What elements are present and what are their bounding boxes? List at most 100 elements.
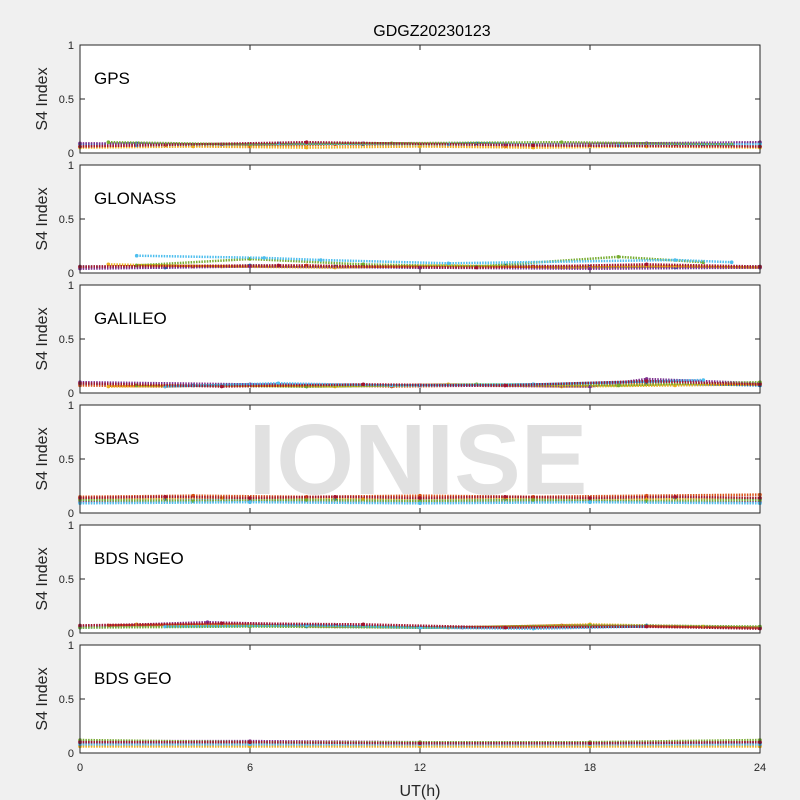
panel-label: SBAS — [94, 429, 139, 448]
data-point — [304, 140, 309, 144]
data-series — [136, 255, 704, 268]
y-axis-label: S4 Index — [34, 427, 51, 490]
y-tick-label: 0 — [68, 628, 74, 640]
data-point — [474, 265, 479, 270]
panel-sbas: 0 0.5 1 SBAS S4 Index — [34, 400, 762, 520]
data-point — [304, 498, 309, 502]
data-point — [673, 258, 677, 262]
data-point — [616, 383, 621, 388]
x-tick-label: 0 — [77, 762, 83, 774]
data-point — [503, 625, 507, 630]
data-point — [205, 620, 210, 624]
plot-area — [80, 525, 760, 633]
data-point — [219, 384, 224, 389]
plot-area — [80, 45, 760, 153]
panel-bds-ngeo: 0 0.5 1 BDS NGEO S4 Index — [34, 520, 762, 640]
axes-box — [79, 44, 761, 154]
y-tick-label: 0 — [68, 268, 74, 280]
data-point — [276, 263, 281, 268]
y-axis-label: S4 Index — [34, 67, 51, 130]
y-axis-label: S4 Index — [34, 307, 51, 370]
data-point — [163, 624, 167, 629]
data-series — [79, 379, 761, 388]
y-tick-label: 0 — [68, 748, 74, 760]
data-point — [248, 740, 252, 744]
y-tick-label: 1 — [68, 520, 74, 532]
y-tick-label: 0.5 — [59, 694, 74, 706]
data-point — [588, 741, 592, 746]
y-tick-label: 1 — [68, 280, 74, 292]
data-point — [503, 495, 507, 499]
y-axis-label: S4 Index — [34, 187, 51, 250]
data-point — [319, 258, 323, 262]
x-axis-label: UT(h) — [400, 783, 441, 800]
data-point — [531, 143, 536, 148]
data-point — [163, 495, 167, 499]
data-point — [588, 496, 592, 500]
data-point — [729, 260, 734, 265]
x-tick-label: 6 — [247, 762, 253, 774]
y-axis-label: S4 Index — [34, 547, 51, 610]
panels: 0 0.5 1 GPS S4 Index 0 0.5 1 GLONASS S4 Index 0 0.5… — [34, 40, 766, 774]
panel-label: GALILEO — [94, 309, 167, 328]
data-point — [262, 256, 266, 260]
y-tick-label: 0.5 — [59, 454, 74, 466]
y-tick-label: 1 — [68, 400, 74, 412]
panel-galileo: 0 0.5 1 GALILEO S4 Index — [34, 280, 762, 400]
data-point — [644, 624, 649, 629]
panel-label: BDS NGEO — [94, 549, 184, 568]
data-point — [248, 496, 252, 500]
axes-box — [79, 644, 761, 754]
y-tick-label: 0 — [68, 388, 74, 400]
y-tick-label: 1 — [68, 160, 74, 172]
y-tick-label: 0.5 — [59, 574, 74, 586]
y-tick-label: 1 — [68, 640, 74, 652]
data-point — [588, 500, 592, 505]
y-tick-label: 0.5 — [59, 334, 74, 346]
panel-gps: 0 0.5 1 GPS S4 Index — [34, 40, 762, 160]
data-point — [418, 496, 422, 500]
watermark: IONISE — [249, 404, 588, 516]
plot-area — [80, 645, 760, 753]
data-point — [276, 381, 281, 386]
plot-area — [80, 165, 760, 273]
data-point — [418, 741, 422, 746]
panel-glonass: 0 0.5 1 GLONASS S4 Index — [34, 160, 762, 280]
data-point — [248, 500, 252, 505]
data-point — [616, 254, 621, 259]
data-point — [673, 495, 677, 499]
panel-label: GPS — [94, 69, 130, 88]
panel-label: BDS GEO — [94, 669, 171, 688]
data-point — [418, 501, 422, 506]
data-point — [531, 498, 536, 502]
y-tick-label: 1 — [68, 40, 74, 52]
data-point — [361, 622, 366, 627]
data-series — [164, 378, 704, 388]
x-tick-label: 12 — [414, 762, 426, 774]
data-point — [503, 383, 507, 388]
data-point — [361, 382, 366, 387]
data-point — [446, 261, 451, 266]
data-point — [106, 384, 111, 389]
axes-box — [79, 524, 761, 634]
panel-label: GLONASS — [94, 189, 176, 208]
axes-box — [79, 284, 761, 394]
data-point — [418, 144, 422, 149]
data-series — [79, 622, 761, 630]
y-tick-label: 0.5 — [59, 214, 74, 226]
data-point — [701, 378, 706, 382]
data-point — [304, 145, 309, 150]
axes-box — [79, 404, 761, 514]
panel-bds-geo: 0 0.5 1 BDS GEO S4 Index 0 6 12 18 24 — [34, 640, 766, 774]
x-tick-label: 24 — [754, 762, 766, 774]
data-point — [106, 140, 111, 144]
data-point — [588, 266, 592, 271]
data-point — [644, 379, 649, 383]
data-point — [219, 621, 224, 626]
data-point — [333, 495, 337, 499]
data-point — [134, 253, 139, 258]
y-tick-label: 0 — [68, 148, 74, 160]
axes-box — [79, 164, 761, 274]
data-point — [644, 262, 649, 267]
